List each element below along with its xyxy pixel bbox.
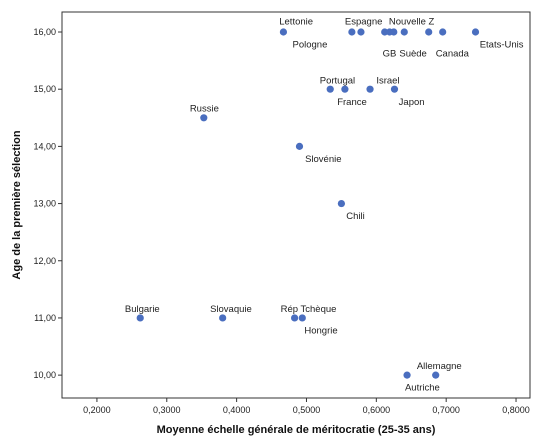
point-label: Nouvelle Z xyxy=(389,17,435,28)
data-point xyxy=(348,28,355,35)
data-point xyxy=(341,86,348,93)
point-label: Portugal xyxy=(320,76,355,87)
point-label: Etats-Unis xyxy=(480,40,524,51)
point-label: Canada xyxy=(436,49,470,60)
y-tick-label: 10,00 xyxy=(33,370,56,380)
y-tick-label: 15,00 xyxy=(33,84,56,94)
point-label: Chili xyxy=(346,211,364,222)
point-label: Japon xyxy=(399,97,425,108)
data-point xyxy=(472,28,479,35)
x-tick-label: 0,8000 xyxy=(502,405,530,415)
x-tick-label: 0,2000 xyxy=(83,405,111,415)
y-tick-label: 11,00 xyxy=(34,313,56,323)
y-tick-label: 13,00 xyxy=(33,199,56,209)
x-tick-label: 0,4000 xyxy=(223,405,251,415)
data-point xyxy=(327,86,334,93)
data-point xyxy=(219,314,226,321)
data-point xyxy=(296,143,303,150)
data-point xyxy=(280,28,287,35)
point-label: Slovénie xyxy=(305,154,341,165)
x-tick-label: 0,7000 xyxy=(432,405,460,415)
data-point xyxy=(366,86,373,93)
data-point xyxy=(291,314,298,321)
point-label: Allemagne xyxy=(417,361,462,372)
data-point xyxy=(137,314,144,321)
y-tick-label: 16,00 xyxy=(33,27,56,37)
data-point xyxy=(432,372,439,379)
point-label: Rép Tchèque xyxy=(281,304,337,315)
point-label: France xyxy=(337,97,367,108)
point-label: Slovaquie xyxy=(210,304,252,315)
data-point xyxy=(439,28,446,35)
point-label: Espagne xyxy=(345,17,383,28)
point-label: Russie xyxy=(190,104,219,115)
point-label: Israel xyxy=(376,76,399,87)
data-point xyxy=(299,314,306,321)
data-point xyxy=(401,28,408,35)
y-axis-title: Age de la première sélection xyxy=(11,130,23,279)
point-label: Autriche xyxy=(405,383,440,394)
x-axis-ticks: 0,2000 0,3000 0,4000 0,5000 0,6000 0,7000 0,80… xyxy=(83,398,530,415)
x-tick-label: 0,5000 xyxy=(293,405,321,415)
x-tick-label: 0,3000 xyxy=(153,405,181,415)
y-tick-label: 12,00 xyxy=(33,256,56,266)
point-label: Pologne xyxy=(293,40,328,51)
point-label: Suède xyxy=(399,49,426,60)
x-axis-title: Moyenne échelle générale de méritocratie… xyxy=(157,424,436,436)
point-label: Hongrie xyxy=(304,326,337,337)
data-point xyxy=(425,28,432,35)
data-point xyxy=(200,114,207,121)
data-point xyxy=(338,200,345,207)
point-label: GB xyxy=(383,49,397,60)
data-point xyxy=(357,28,364,35)
data-point xyxy=(403,372,410,379)
point-label: Bulgarie xyxy=(125,304,160,315)
y-tick-label: 14,00 xyxy=(33,141,56,151)
data-point xyxy=(391,86,398,93)
x-tick-label: 0,6000 xyxy=(363,405,391,415)
point-label: Lettonie xyxy=(279,17,313,28)
plot-area xyxy=(62,12,530,398)
data-point xyxy=(390,28,397,35)
y-axis-ticks: 10,00 11,00 12,00 13,00 14,00 15,00 16,00 xyxy=(33,27,62,380)
